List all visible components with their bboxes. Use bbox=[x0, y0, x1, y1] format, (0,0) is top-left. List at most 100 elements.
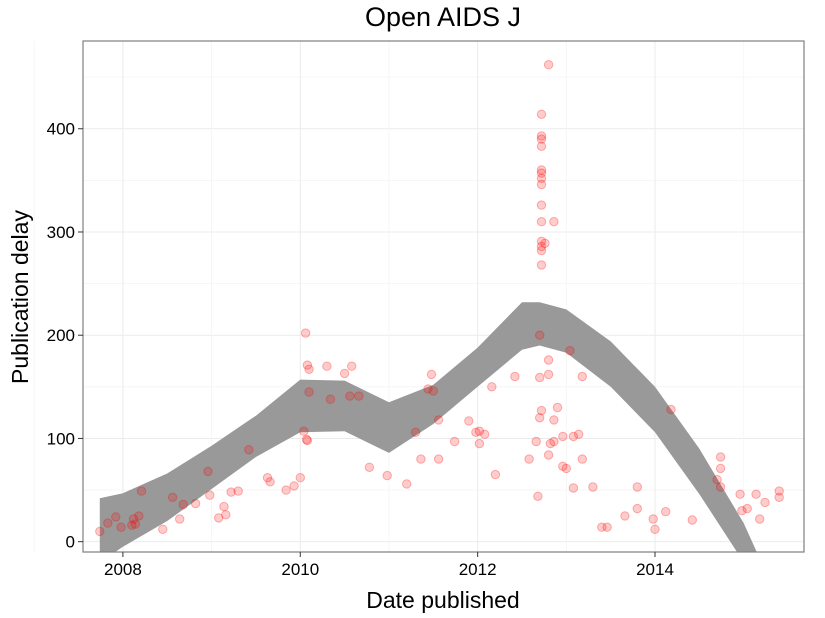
data-point bbox=[103, 518, 113, 528]
data-point bbox=[175, 514, 185, 524]
data-point bbox=[281, 485, 291, 495]
data-point bbox=[687, 515, 697, 525]
data-point bbox=[536, 200, 547, 210]
data-point bbox=[265, 477, 275, 487]
data-point bbox=[543, 355, 554, 365]
data-point bbox=[535, 372, 545, 383]
data-point bbox=[130, 519, 141, 529]
data-point bbox=[577, 454, 587, 464]
data-point bbox=[322, 361, 332, 371]
data-point bbox=[536, 165, 547, 175]
data-point bbox=[158, 524, 168, 534]
data-point bbox=[712, 475, 722, 485]
loess-confidence-band bbox=[99, 302, 757, 552]
data-point bbox=[650, 524, 660, 534]
data-point bbox=[774, 492, 784, 502]
data-point bbox=[262, 473, 273, 483]
data-point bbox=[382, 470, 392, 481]
data-point bbox=[433, 415, 444, 425]
data-point bbox=[774, 486, 784, 496]
data-point bbox=[364, 462, 375, 472]
data-point bbox=[568, 483, 579, 493]
data-point bbox=[751, 489, 761, 499]
data-point bbox=[536, 141, 547, 152]
data-point bbox=[423, 384, 433, 394]
data-point bbox=[128, 514, 139, 524]
data-point bbox=[299, 426, 309, 436]
data-point bbox=[116, 522, 126, 532]
x-axis-title: Date published bbox=[366, 587, 519, 613]
data-point bbox=[111, 512, 121, 522]
data-point bbox=[533, 491, 543, 501]
data-point bbox=[531, 436, 541, 447]
data-point bbox=[95, 526, 105, 537]
data-point bbox=[632, 503, 642, 514]
data-point bbox=[233, 486, 243, 496]
data-point bbox=[715, 463, 726, 474]
data-point bbox=[300, 328, 311, 338]
y-tick-label: 200 bbox=[47, 326, 75, 345]
plot-frame bbox=[82, 40, 805, 553]
y-tick-label: 300 bbox=[47, 223, 75, 242]
data-point bbox=[402, 479, 412, 489]
data-point bbox=[535, 330, 545, 340]
data-point bbox=[632, 482, 642, 492]
data-point bbox=[244, 445, 254, 455]
data-point bbox=[221, 510, 231, 520]
data-point bbox=[339, 368, 350, 379]
data-point bbox=[304, 387, 314, 397]
data-point bbox=[535, 413, 545, 423]
data-point bbox=[304, 364, 314, 374]
data-point bbox=[536, 245, 547, 256]
data-point bbox=[666, 404, 676, 415]
data-point bbox=[536, 109, 547, 120]
x-tick-label: 2014 bbox=[636, 560, 674, 579]
data-point bbox=[558, 431, 568, 442]
data-point bbox=[661, 507, 671, 517]
y-tick-label: 400 bbox=[47, 120, 75, 139]
data-point bbox=[474, 426, 485, 436]
data-point bbox=[742, 503, 752, 514]
x-tick-label: 2008 bbox=[104, 560, 142, 579]
data-point bbox=[565, 346, 575, 356]
data-point bbox=[295, 473, 305, 483]
data-point bbox=[543, 59, 554, 70]
data-point bbox=[471, 427, 481, 437]
data-point bbox=[715, 452, 726, 462]
data-point bbox=[543, 369, 554, 380]
data-point bbox=[536, 405, 547, 416]
data-point bbox=[737, 506, 747, 516]
x-axis-ticks: 2008 2010 2012 2014 bbox=[104, 552, 674, 579]
grid-lines bbox=[33, 41, 804, 552]
data-point bbox=[428, 386, 438, 396]
data-point bbox=[167, 492, 178, 502]
data-point bbox=[536, 260, 547, 270]
data-point bbox=[416, 454, 426, 464]
data-point bbox=[354, 391, 364, 401]
data-point bbox=[536, 173, 547, 184]
data-point bbox=[426, 369, 437, 380]
data-point bbox=[219, 501, 229, 512]
data-point bbox=[136, 486, 147, 496]
y-tick-label: 100 bbox=[47, 429, 75, 448]
data-points bbox=[95, 59, 784, 537]
data-point bbox=[345, 391, 355, 401]
data-point bbox=[214, 513, 224, 523]
data-point bbox=[127, 520, 137, 530]
data-point bbox=[190, 498, 201, 509]
chart-title: Open AIDS J bbox=[365, 2, 521, 32]
data-point bbox=[549, 217, 559, 227]
data-point bbox=[536, 131, 547, 141]
data-point bbox=[760, 497, 770, 508]
data-point bbox=[178, 499, 188, 510]
y-axis-title: Publication delay bbox=[7, 210, 33, 384]
data-point bbox=[577, 371, 587, 382]
data-point bbox=[536, 217, 547, 227]
data-point bbox=[449, 436, 460, 447]
data-point bbox=[490, 469, 501, 480]
data-point bbox=[302, 435, 313, 446]
data-point bbox=[755, 514, 765, 524]
data-point bbox=[474, 438, 485, 449]
data-point bbox=[540, 238, 550, 249]
data-point bbox=[597, 522, 607, 532]
